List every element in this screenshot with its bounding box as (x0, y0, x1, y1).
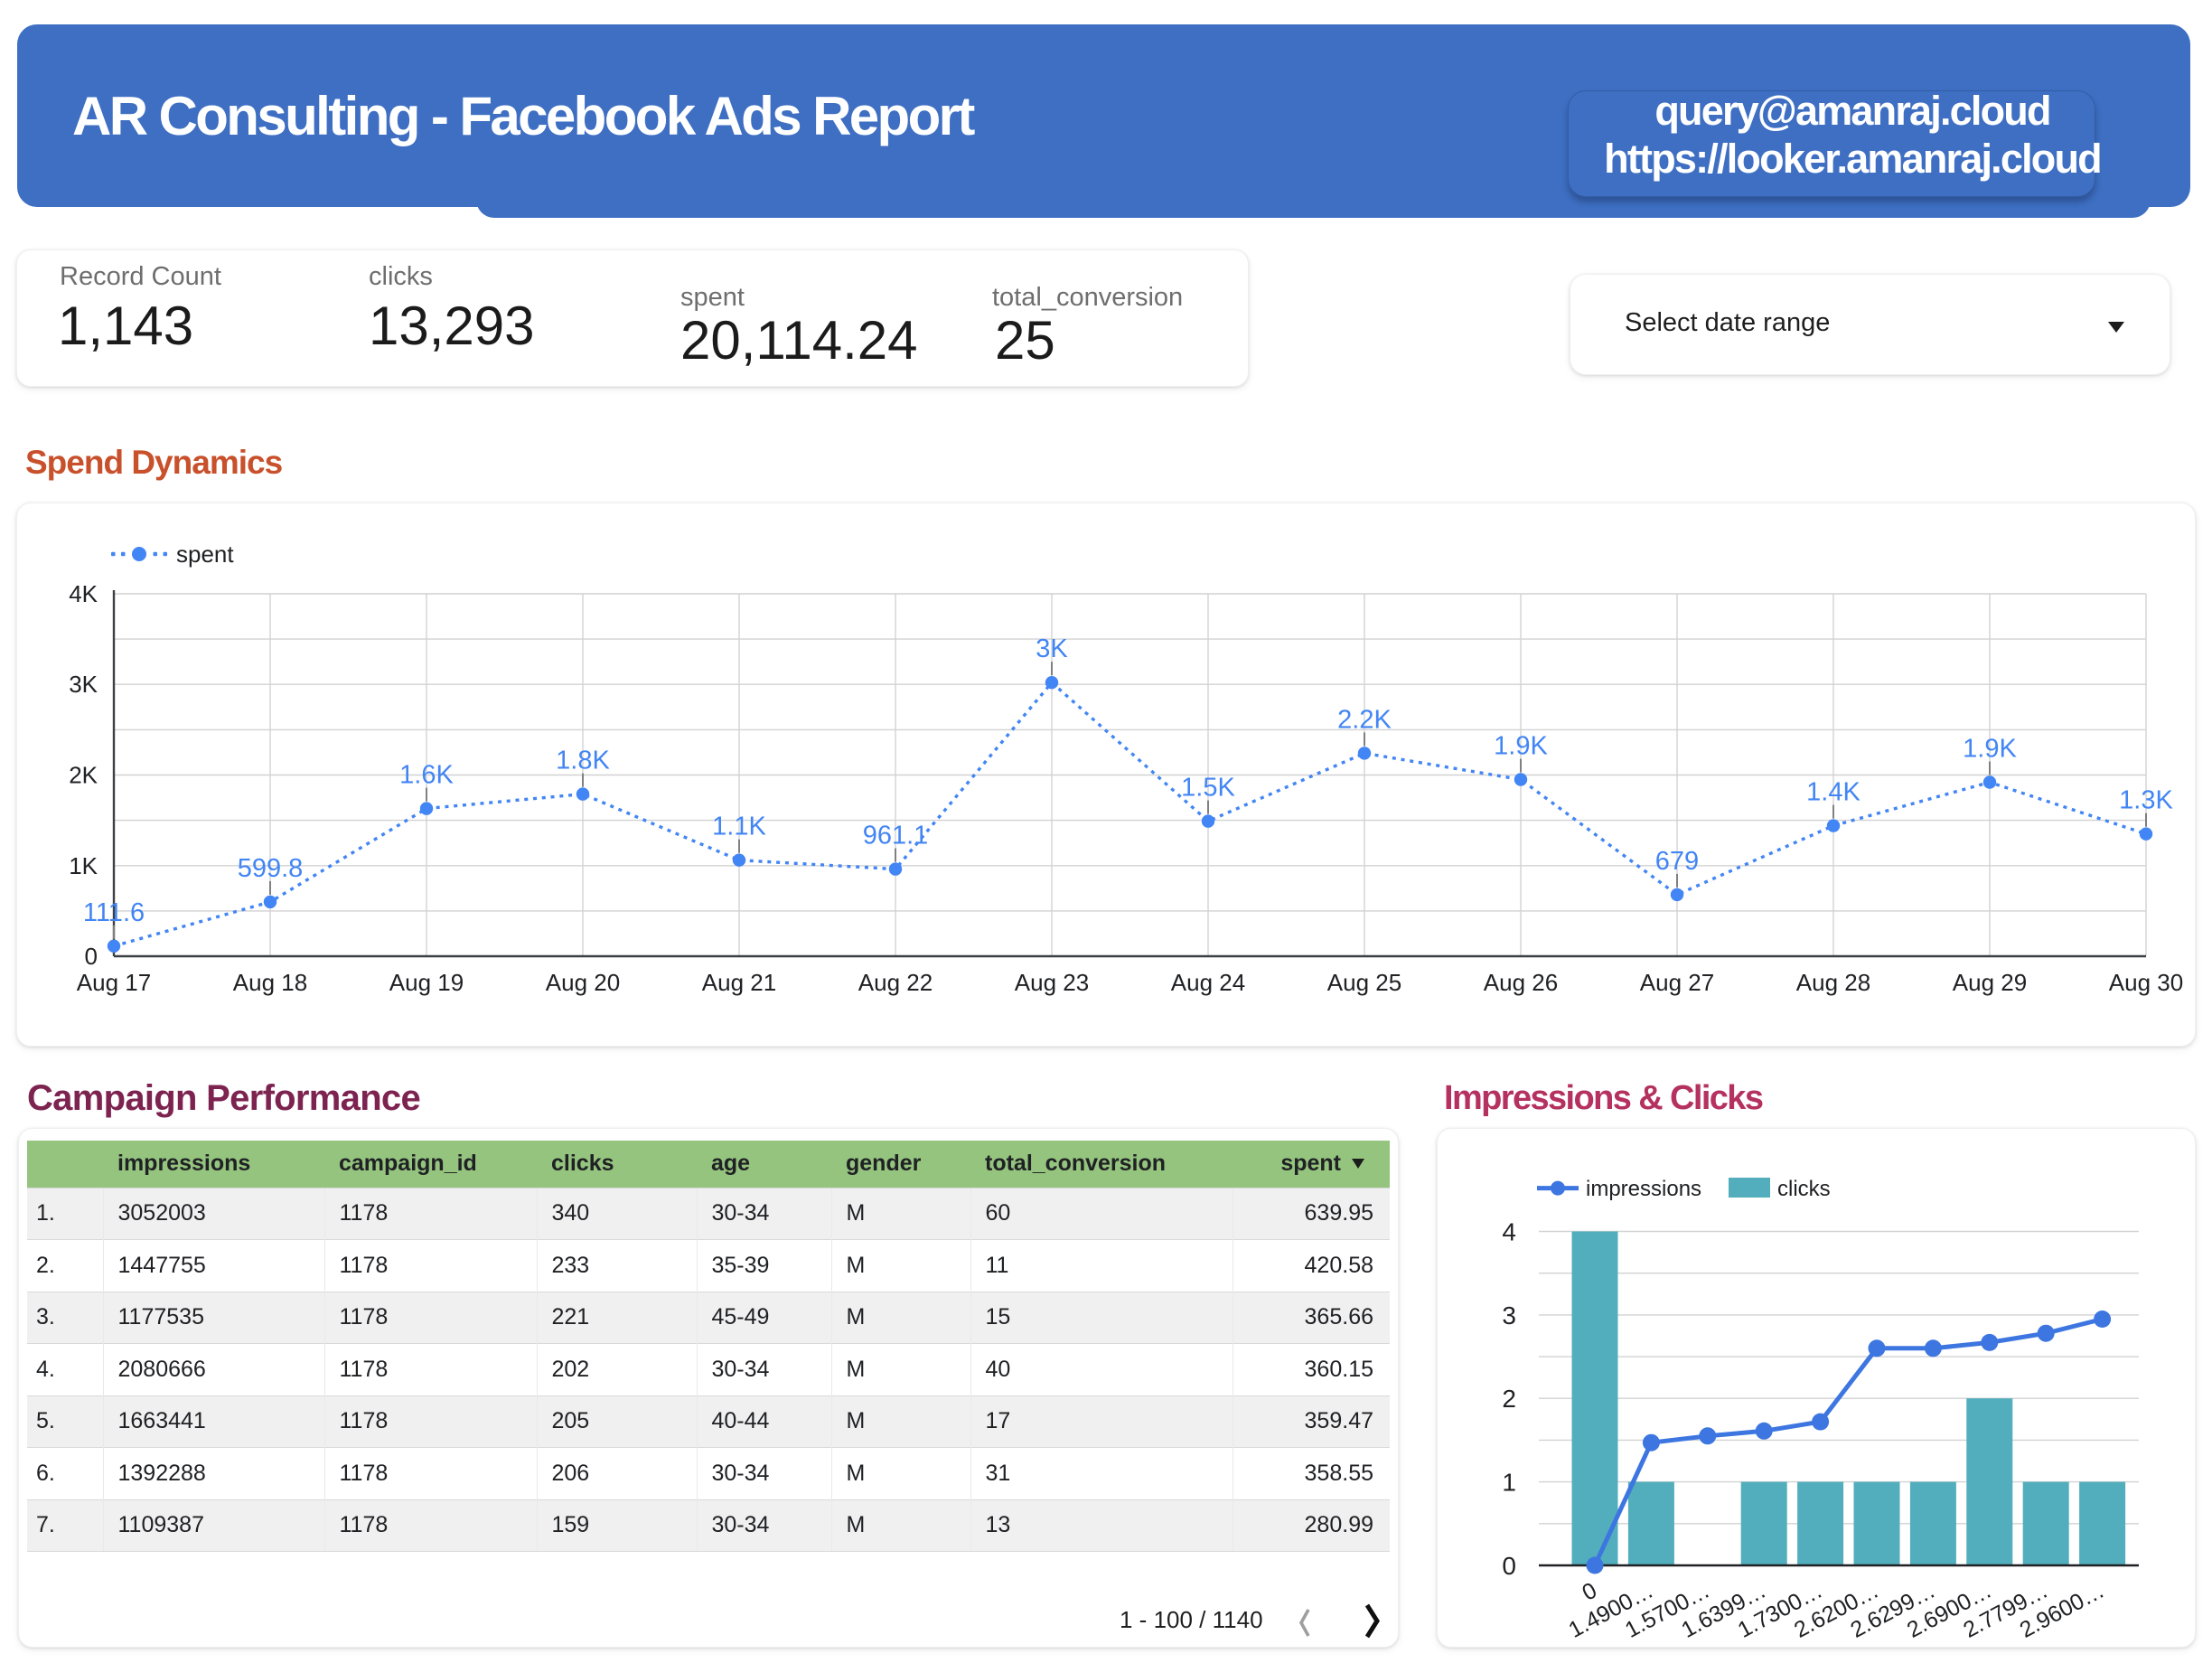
svg-text:1.1K: 1.1K (712, 813, 766, 841)
svg-text:111.6: 111.6 (83, 898, 145, 927)
svg-text:Aug 27: Aug 27 (1640, 969, 1714, 996)
svg-text:3K: 3K (1036, 634, 1068, 663)
svg-text:Aug 28: Aug 28 (1796, 969, 1870, 996)
svg-text:3K: 3K (69, 671, 98, 698)
svg-text:1.5K: 1.5K (1181, 774, 1235, 803)
svg-text:1.4K: 1.4K (1806, 778, 1861, 807)
svg-text:1.8K: 1.8K (556, 747, 610, 775)
svg-text:961.1: 961.1 (863, 822, 929, 850)
svg-text:1.9K: 1.9K (1494, 732, 1548, 761)
svg-text:0: 0 (1502, 1552, 1516, 1580)
svg-text:spent: spent (176, 540, 234, 568)
svg-text:1K: 1K (69, 852, 98, 879)
svg-text:3: 3 (1502, 1301, 1516, 1329)
svg-text:4: 4 (1502, 1218, 1516, 1246)
svg-text:2K: 2K (69, 762, 98, 789)
svg-text:2: 2 (1502, 1385, 1516, 1413)
svg-text:Aug 20: Aug 20 (546, 969, 620, 996)
svg-text:Aug 26: Aug 26 (1484, 969, 1558, 996)
svg-text:Aug 24: Aug 24 (1171, 969, 1245, 996)
svg-text:impressions: impressions (1586, 1177, 1701, 1201)
svg-text:Aug 21: Aug 21 (702, 969, 776, 996)
svg-text:Aug 29: Aug 29 (1953, 969, 2027, 996)
svg-text:Aug 18: Aug 18 (233, 969, 307, 996)
svg-text:Aug 19: Aug 19 (389, 969, 464, 996)
svg-text:0: 0 (1578, 1578, 1600, 1606)
svg-text:1.9K: 1.9K (1963, 735, 2017, 764)
svg-text:599.8: 599.8 (238, 854, 304, 883)
svg-text:Aug 25: Aug 25 (1327, 969, 1401, 996)
svg-text:1.3K: 1.3K (2119, 786, 2173, 815)
svg-text:2.2K: 2.2K (1337, 705, 1392, 734)
svg-text:Aug 17: Aug 17 (77, 969, 151, 996)
svg-text:clicks: clicks (1777, 1177, 1831, 1201)
svg-text:4K: 4K (69, 580, 98, 607)
svg-text:1.6K: 1.6K (399, 761, 454, 790)
svg-text:1: 1 (1502, 1469, 1516, 1497)
svg-text:Aug 22: Aug 22 (858, 969, 933, 996)
svg-text:Aug 30: Aug 30 (2109, 969, 2183, 996)
svg-text:679: 679 (1655, 847, 1699, 876)
svg-text:Aug 23: Aug 23 (1015, 969, 1089, 996)
svg-text:0: 0 (85, 943, 98, 970)
